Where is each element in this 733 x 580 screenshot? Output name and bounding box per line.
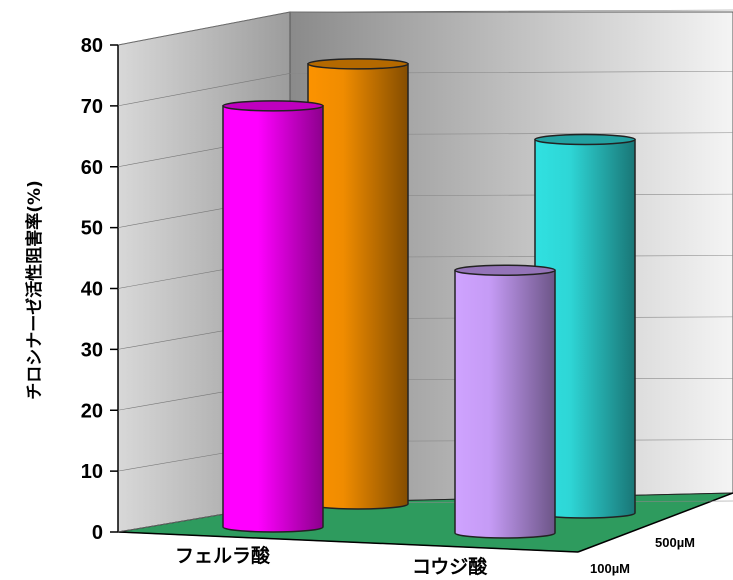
bar-top [307, 58, 409, 70]
bars [222, 58, 636, 539]
bar-0-1 [454, 264, 556, 539]
gridline [117, 11, 291, 46]
category-label-0: フェルラ酸 [175, 544, 271, 567]
y-tick-label: 10 [81, 461, 103, 483]
y-axis-label: チロシナーゼ活性阻害率(%) [24, 180, 45, 400]
depth-axis [577, 492, 733, 553]
bar-top [534, 133, 636, 146]
y-tick-label: 20 [81, 400, 103, 422]
y-tick-label: 40 [81, 279, 103, 301]
bar-body [222, 105, 324, 533]
bar-top [454, 264, 556, 276]
bar-top [222, 100, 324, 112]
y-tick-label: 0 [92, 522, 103, 544]
series-label-500um: 500µM [655, 535, 695, 550]
y-tick-label: 80 [81, 35, 103, 57]
category-label-1: コウジ酸 [412, 555, 488, 578]
gridline [117, 73, 291, 107]
series-label-100um: 100µM [590, 561, 630, 576]
bar-body [454, 269, 556, 539]
gridline [289, 9, 733, 13]
y-tick-label: 50 [81, 218, 103, 240]
y-ticks: 0 10 20 30 40 50 60 70 80 [81, 35, 118, 544]
y-tick-label: 70 [81, 96, 103, 118]
x-axis [117, 531, 579, 553]
y-tick-label: 60 [81, 157, 103, 179]
bar-0-0 [222, 100, 324, 533]
y-tick-label: 30 [81, 339, 103, 361]
